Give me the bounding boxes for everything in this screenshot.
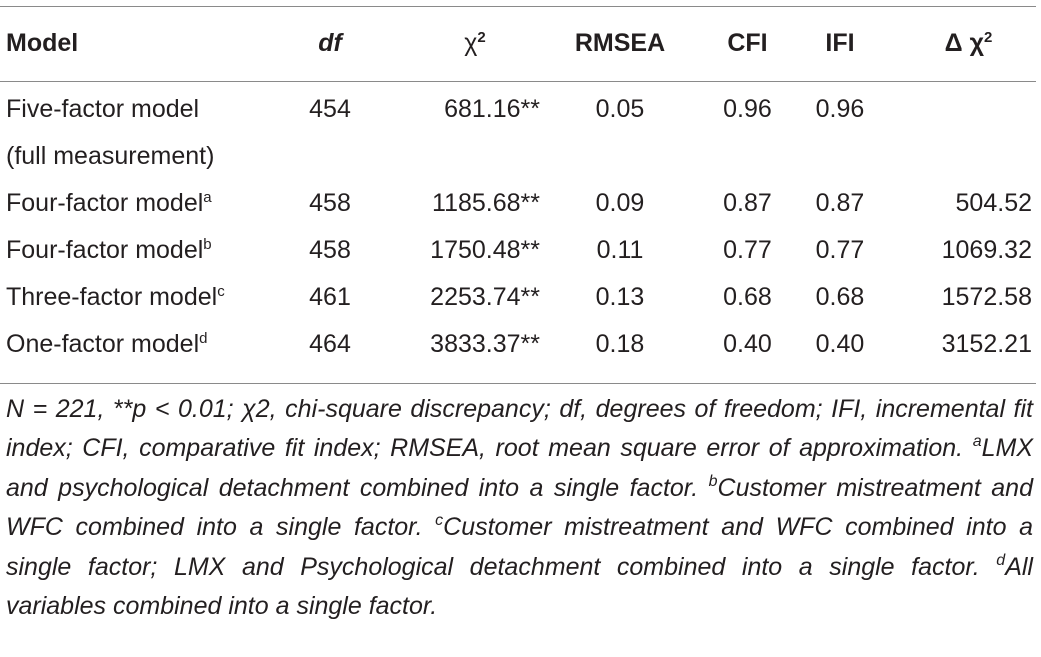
cell-delta-chi2 (885, 86, 1036, 133)
model-name: Four-factor model (6, 236, 204, 264)
top-rule (0, 6, 1036, 7)
note-lead: N = 221, **p < 0.01; χ2, chi-square disc… (6, 395, 1033, 463)
cell-ifi: 0.40 (815, 330, 865, 358)
cell-df: 458 (309, 189, 351, 217)
cell-cfi: 0.77 (723, 236, 772, 264)
cell-rmsea: 0.05 (595, 95, 645, 123)
header-delta-chi2-sup: 2 (983, 28, 993, 46)
cell-df: 458 (309, 236, 351, 264)
cell-model: Four-factor modelb (0, 227, 290, 274)
note-a-mark: a (972, 433, 982, 451)
note-c-text: Customer mistreatment and WFC combined i… (6, 513, 1033, 581)
cell-chi2: 1185.68** (432, 189, 540, 217)
cell-chi2 (370, 133, 540, 180)
table-row: Four-factor modela 458 1185.68** 0.09 0.… (0, 180, 1036, 227)
cell-rmsea: 0.09 (595, 189, 645, 217)
cell-df: 464 (309, 330, 351, 358)
cell-cfi (700, 133, 795, 180)
cell-ifi: 0.77 (815, 236, 865, 264)
cell-chi2: 2253.74** (430, 283, 540, 311)
cell-rmsea: 0.13 (595, 283, 645, 311)
cell-delta-chi2: 3152.21 (941, 330, 1032, 358)
fit-indices-table: Model df χ2 RMSEA CFI IFI Δ χ2 Five-fact… (0, 20, 1036, 368)
cell-cfi: 0.96 (723, 95, 772, 123)
cell-df (290, 133, 370, 180)
header-rule (0, 81, 1036, 82)
model-sup: b (203, 236, 212, 253)
header-chi2: χ2 (370, 20, 540, 66)
header-rmsea: RMSEA (574, 28, 666, 57)
cell-df: 461 (309, 283, 351, 311)
cell-model: One-factor modeld (0, 321, 290, 368)
model-sup: d (199, 330, 208, 347)
cell-delta-chi2: 1572.58 (941, 283, 1032, 311)
header-chi2-sup: 2 (477, 28, 486, 46)
model-name: (full measurement) (6, 142, 215, 170)
cell-chi2: 1750.48** (430, 236, 540, 264)
note-c-mark: c (435, 512, 444, 530)
table-body: Five-factor model 454 681.16** 0.05 0.96… (0, 86, 1036, 368)
model-name: Three-factor model (6, 283, 218, 311)
table-row: One-factor modeld 464 3833.37** 0.18 0.4… (0, 321, 1036, 368)
cell-chi2: 681.16** (444, 95, 540, 123)
model-name: Five-factor model (6, 95, 200, 123)
cell-rmsea: 0.18 (595, 330, 645, 358)
cell-delta-chi2 (885, 133, 1036, 180)
cell-model: Five-factor model (0, 86, 290, 133)
table-row: Four-factor modelb 458 1750.48** 0.11 0.… (0, 227, 1036, 274)
cell-rmsea: 0.11 (596, 236, 644, 264)
header-delta-chi2: Δ χ2 (885, 20, 1036, 66)
cell-ifi: 0.68 (815, 283, 865, 311)
table-footnote: N = 221, **p < 0.01; χ2, chi-square disc… (6, 390, 1033, 626)
cell-rmsea (540, 133, 700, 180)
table-row: Three-factor modelc 461 2253.74** 0.13 0… (0, 274, 1036, 321)
cell-chi2: 3833.37** (430, 330, 540, 358)
cell-delta-chi2: 504.52 (955, 189, 1032, 217)
header-chi2-symbol: χ (464, 28, 478, 57)
cell-cfi: 0.40 (723, 330, 772, 358)
cell-delta-chi2: 1069.32 (941, 236, 1032, 264)
header-delta-chi2-symbol: Δ χ (944, 28, 984, 57)
header-df: df (318, 28, 342, 57)
note-d-mark: d (996, 551, 1006, 569)
cell-cfi: 0.87 (723, 189, 772, 217)
model-sup: c (217, 283, 225, 300)
note-b-text: Customer mistreatment and WFC combined i… (6, 473, 1033, 542)
cell-ifi: 0.96 (815, 95, 865, 123)
note-a-text: LMX and psychological detachment combine… (6, 434, 1033, 502)
table-row: Five-factor model 454 681.16** 0.05 0.96… (0, 86, 1036, 133)
cell-model: (full measurement) (0, 133, 290, 180)
cell-ifi: 0.87 (815, 189, 865, 217)
cell-model: Four-factor modela (0, 180, 290, 227)
cell-model: Three-factor modelc (0, 274, 290, 321)
header-cfi: CFI (727, 28, 768, 57)
note-d-text: All variables combined into a single fac… (6, 552, 1033, 621)
model-name: One-factor model (6, 330, 200, 358)
note-b-mark: b (708, 472, 718, 490)
table-row: (full measurement) (0, 133, 1036, 180)
header-model: Model (6, 28, 79, 57)
cell-df: 454 (309, 95, 351, 123)
cell-cfi: 0.68 (723, 283, 772, 311)
table-header: Model df χ2 RMSEA CFI IFI Δ χ2 (0, 20, 1036, 86)
header-ifi: IFI (825, 28, 855, 57)
cell-ifi (795, 133, 885, 180)
model-sup: a (203, 189, 212, 206)
bottom-rule (0, 383, 1036, 384)
model-name: Four-factor model (6, 189, 204, 217)
